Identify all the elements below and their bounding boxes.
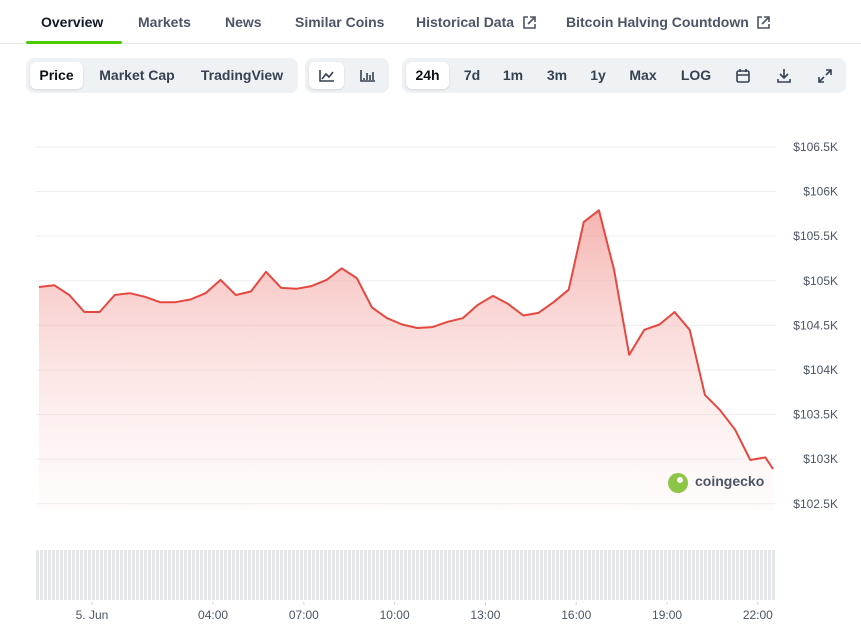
plot — [38, 209, 774, 511]
tab[interactable]: Markets — [138, 14, 191, 30]
external-link-icon — [523, 16, 536, 29]
line-style-button[interactable] — [309, 62, 344, 89]
y-tick-label: $105K — [803, 274, 838, 288]
range-button[interactable]: 7d — [463, 67, 481, 83]
y-tick-label: $102.5K — [793, 497, 838, 511]
tab[interactable]: News — [225, 14, 262, 30]
logo-eye — [677, 477, 683, 483]
tab-divider — [0, 43, 861, 44]
tab[interactable]: Similar Coins — [295, 14, 385, 30]
volume-bars — [36, 550, 776, 600]
y-tick-label: $105.5K — [793, 229, 838, 243]
x-tick-label: 5. Jun — [76, 608, 109, 622]
tab[interactable]: Bitcoin Halving Countdown — [566, 14, 749, 30]
candle-style-button[interactable] — [350, 62, 385, 89]
fullscreen-icon[interactable] — [815, 66, 835, 86]
mode-button[interactable]: Price — [30, 62, 83, 89]
x-tick-label: 22:00 — [743, 608, 773, 622]
range-group — [402, 58, 846, 93]
x-tick-label: 13:00 — [470, 608, 500, 622]
mode-button[interactable]: TradingView — [200, 67, 284, 83]
x-tick-label: 04:00 — [198, 608, 228, 622]
y-tick-label: $104.5K — [793, 318, 838, 332]
external-link-icon — [757, 16, 770, 29]
range-button[interactable]: LOG — [680, 67, 712, 83]
price-line — [38, 209, 774, 470]
range-button[interactable]: Max — [629, 67, 657, 83]
x-tick-label: 07:00 — [289, 608, 319, 622]
y-tick-label: $103.5K — [793, 408, 838, 422]
download-icon[interactable] — [774, 66, 794, 86]
range-button[interactable]: 3m — [546, 67, 568, 83]
line-icon — [319, 70, 334, 82]
y-tick-label: $104K — [803, 363, 838, 377]
x-tick-label: 10:00 — [380, 608, 410, 622]
area-fill — [39, 210, 773, 511]
range-button[interactable]: 1y — [590, 67, 606, 83]
x-tick-label: 19:00 — [652, 608, 682, 622]
mode-button[interactable]: Market Cap — [99, 67, 175, 83]
logo-icon — [668, 473, 688, 493]
range-button[interactable]: 1m — [502, 67, 524, 83]
y-tick-label: $103K — [803, 452, 838, 466]
range-button[interactable]: 24h — [406, 62, 449, 89]
x-tick-label: 16:00 — [561, 608, 591, 622]
tab[interactable]: Historical Data — [416, 14, 515, 30]
tab[interactable]: Overview — [41, 14, 104, 30]
y-tick-label: $106.5K — [793, 140, 838, 154]
y-tick-label: $106K — [803, 185, 838, 199]
watermark: coingecko — [695, 473, 764, 489]
calendar-icon[interactable] — [733, 66, 753, 86]
active-tab-indicator — [26, 41, 122, 44]
candle-icon — [360, 70, 375, 82]
